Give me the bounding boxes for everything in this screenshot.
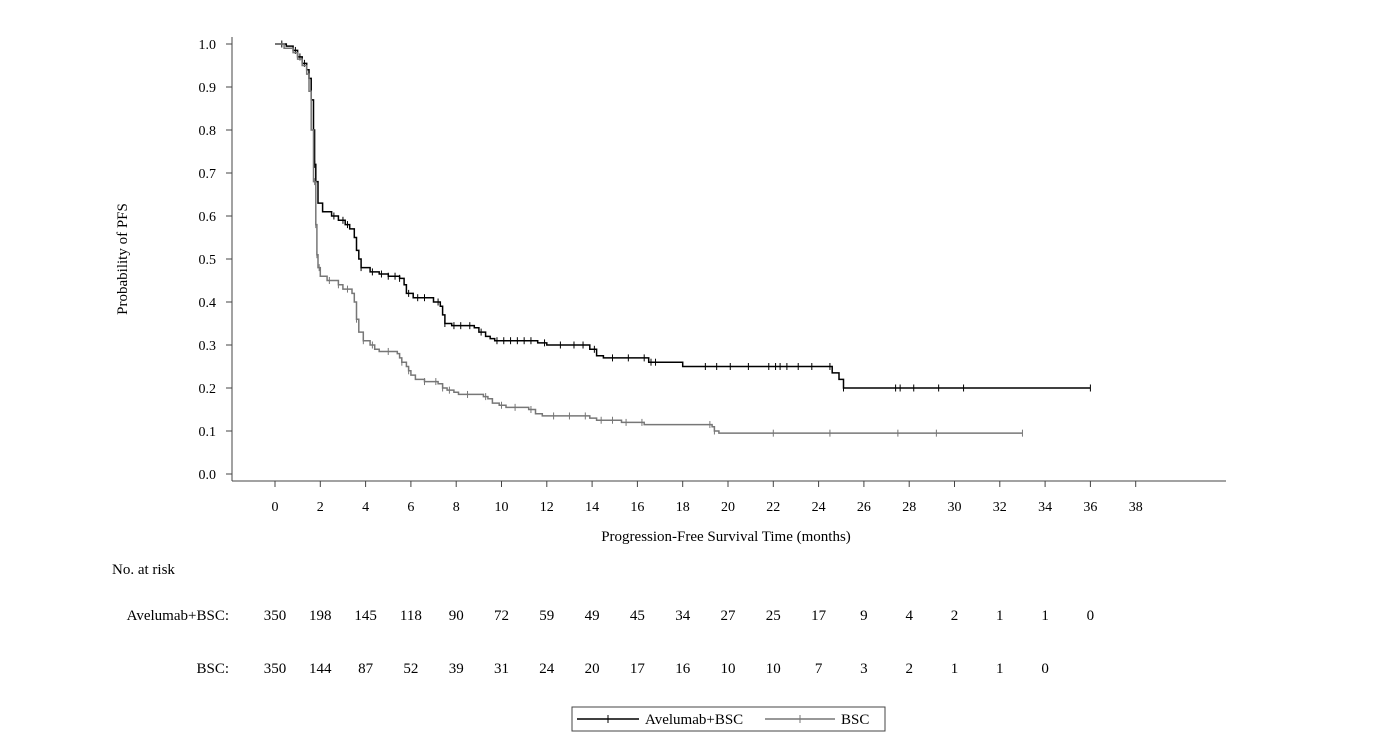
risk-count: 45 xyxy=(630,608,645,624)
risk-count: 39 xyxy=(449,661,464,677)
series-line-bsc xyxy=(275,43,1023,434)
x-tick-label: 6 xyxy=(407,500,414,515)
x-tick-label: 32 xyxy=(993,500,1007,515)
survival-curves xyxy=(275,40,1091,437)
risk-count: 59 xyxy=(539,608,554,624)
risk-count: 1 xyxy=(996,661,1004,677)
risk-count: 118 xyxy=(400,608,422,624)
y-tick-label: 0.0 xyxy=(199,468,217,483)
risk-count: 49 xyxy=(585,608,600,624)
x-axis-title: Progression-Free Survival Time (months) xyxy=(601,529,851,545)
y-tick-label: 1.0 xyxy=(199,38,217,53)
axes: 0.00.10.20.30.40.50.60.70.80.91.00 2 4 6 8 10… xyxy=(199,37,1226,515)
y-tick-label: 0.2 xyxy=(199,382,217,397)
risk-count: 17 xyxy=(630,661,646,677)
y-tick-label: 0.8 xyxy=(199,124,217,139)
risk-count: 90 xyxy=(449,608,464,624)
x-tick-label: 0 xyxy=(272,500,279,515)
y-tick-label: 0.5 xyxy=(199,253,217,268)
x-tick-label: 26 xyxy=(857,500,871,515)
y-tick-label: 0.4 xyxy=(199,296,217,311)
x-tick-label: 12 xyxy=(540,500,554,515)
risk-table-heading: No. at risk xyxy=(112,562,175,578)
risk-count: 52 xyxy=(403,661,418,677)
y-tick-label: 0.1 xyxy=(199,425,217,440)
risk-count: 27 xyxy=(721,608,737,624)
risk-row-label: BSC: xyxy=(196,661,229,677)
x-tick-label: 22 xyxy=(766,500,780,515)
y-axis-title: Probability of PFS xyxy=(115,203,131,315)
risk-count: 10 xyxy=(766,661,781,677)
legend-label: BSC xyxy=(841,712,869,728)
legend-label: Avelumab+BSC xyxy=(645,712,743,728)
risk-count: 1 xyxy=(951,661,959,677)
risk-count: 144 xyxy=(309,661,332,677)
risk-count: 10 xyxy=(721,661,736,677)
risk-count: 2 xyxy=(905,661,913,677)
risk-count: 0 xyxy=(1041,661,1049,677)
risk-count: 0 xyxy=(1087,608,1095,624)
series-line-avelumab-bsc xyxy=(275,43,1091,389)
x-tick-label: 24 xyxy=(812,500,826,515)
risk-count: 198 xyxy=(309,608,332,624)
risk-count: 72 xyxy=(494,608,509,624)
risk-count: 145 xyxy=(354,608,377,624)
y-tick-label: 0.7 xyxy=(199,167,217,182)
risk-count: 4 xyxy=(905,608,913,624)
x-tick-label: 2 xyxy=(317,500,324,515)
x-tick-label: 30 xyxy=(948,500,962,515)
legend: Avelumab+BSC BSC xyxy=(571,706,886,732)
x-tick-label: 16 xyxy=(630,500,644,515)
risk-count: 20 xyxy=(585,661,600,677)
risk-row-label: Avelumab+BSC: xyxy=(127,608,229,624)
x-tick-label: 34 xyxy=(1038,500,1052,515)
y-tick-label: 0.3 xyxy=(199,339,217,354)
risk-count: 24 xyxy=(539,661,555,677)
risk-count: 3 xyxy=(860,661,868,677)
risk-count: 7 xyxy=(815,661,823,677)
risk-count: 350 xyxy=(264,608,287,624)
x-tick-label: 28 xyxy=(902,500,916,515)
risk-count: 1 xyxy=(1041,608,1049,624)
x-tick-label: 8 xyxy=(453,500,460,515)
risk-count: 31 xyxy=(494,661,509,677)
risk-count: 1 xyxy=(996,608,1004,624)
x-tick-label: 36 xyxy=(1083,500,1097,515)
risk-count: 25 xyxy=(766,608,781,624)
risk-count: 2 xyxy=(951,608,959,624)
x-tick-label: 20 xyxy=(721,500,735,515)
x-tick-label: 14 xyxy=(585,500,599,515)
risk-count: 16 xyxy=(675,661,691,677)
x-tick-label: 38 xyxy=(1129,500,1143,515)
x-tick-label: 10 xyxy=(495,500,509,515)
risk-count: 350 xyxy=(264,661,287,677)
risk-count: 17 xyxy=(811,608,827,624)
risk-count: 87 xyxy=(358,661,374,677)
risk-count: 9 xyxy=(860,608,868,624)
x-tick-label: 4 xyxy=(362,500,369,515)
x-tick-label: 18 xyxy=(676,500,690,515)
y-tick-label: 0.6 xyxy=(199,210,217,225)
risk-count: 34 xyxy=(675,608,691,624)
y-tick-label: 0.9 xyxy=(199,81,217,96)
risk-table: Avelumab+BSC: 350 198 145 118 90 72 59 49 45 34 27 2… xyxy=(127,608,1095,677)
